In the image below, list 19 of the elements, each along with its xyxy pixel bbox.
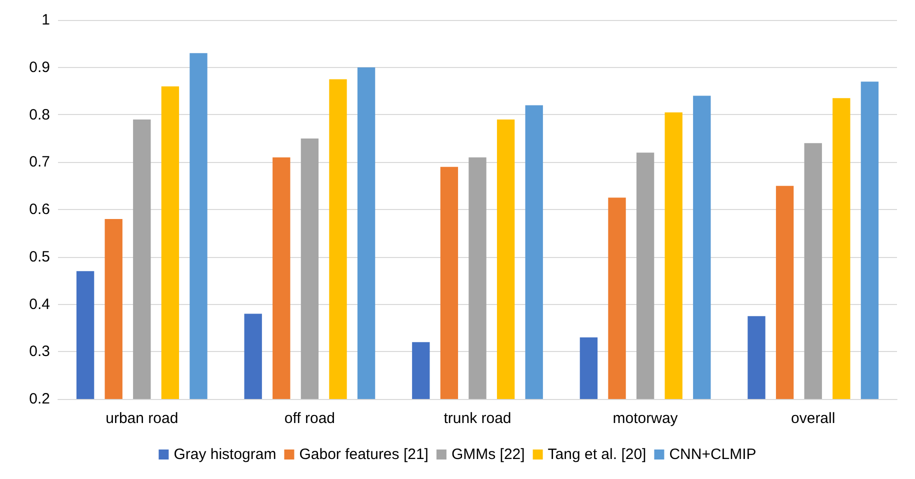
y-tick-label: 0.6 [29, 201, 50, 218]
x-tick-label: overall [791, 410, 836, 427]
y-tick-label: 0.8 [29, 106, 50, 124]
y-tick-label: 0.4 [29, 296, 50, 313]
legend-label: Gabor features [21] [299, 446, 428, 463]
y-tick-label: 0.5 [29, 248, 50, 266]
legend-label: Gray histogram [174, 446, 276, 463]
legend-label: GMMs [22] [451, 446, 525, 463]
y-tick-label: 0.3 [29, 343, 50, 360]
y-tick-label: 1 [42, 12, 50, 28]
legend-label: Tang et al. [20] [548, 446, 646, 463]
y-tick-label: 0.9 [29, 58, 50, 76]
x-tick-label: trunk road [444, 410, 512, 427]
x-tick-label: off road [284, 410, 336, 427]
legend-label: CNN+CLMIP [669, 446, 756, 463]
x-tick-label: urban road [106, 410, 178, 427]
y-tick-label: 0.2 [29, 390, 50, 408]
x-tick-label: motorway [612, 410, 678, 427]
y-tick-label: 0.7 [29, 154, 50, 171]
